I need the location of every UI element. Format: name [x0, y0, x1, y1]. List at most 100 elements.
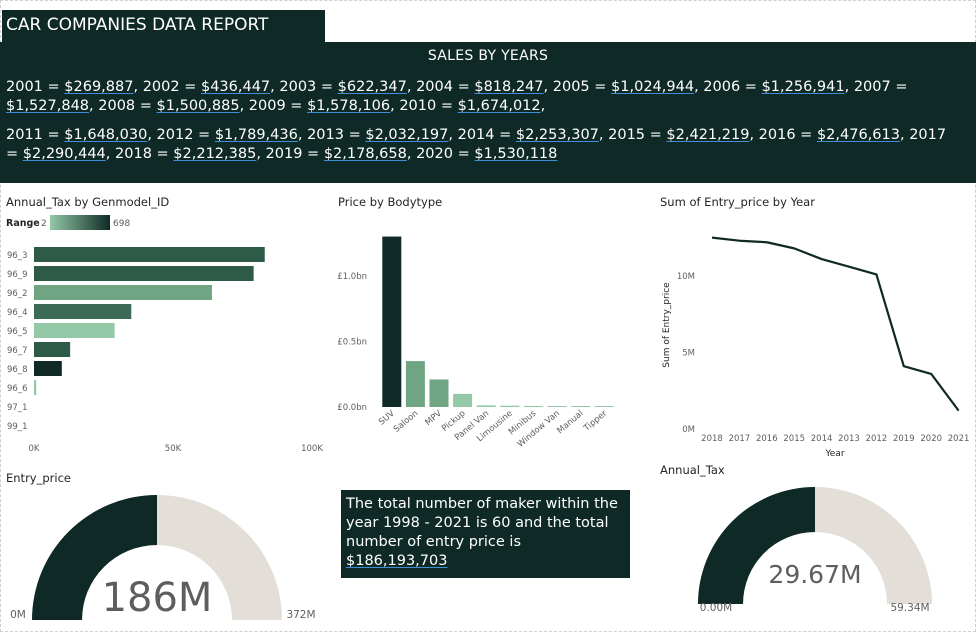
bar [34, 266, 254, 281]
bar [571, 406, 591, 407]
sales-year-label: 2009 = [248, 98, 308, 114]
sales-year-label: 2001 = [6, 79, 65, 95]
x-tick-label: 2019 [893, 434, 915, 444]
sales-year-value: $2,421,219 [666, 127, 750, 143]
legend-min-label: 2 [41, 219, 47, 229]
sales-year-value: $2,212,385 [173, 146, 257, 162]
sales-line-2: 2011 = $1,648,030, 2012 = $1,789,436, 20… [6, 126, 956, 164]
x-axis-title: Year [824, 449, 844, 459]
sales-year-value: $1,530,118 [474, 146, 558, 162]
sales-separator: , [543, 79, 553, 95]
sales-year-label: 2019 = [265, 146, 324, 162]
x-tick-label: 2017 [729, 434, 751, 444]
sales-year-value: $2,253,307 [515, 127, 599, 143]
bar [34, 323, 115, 338]
sales-year-label: 2003 = [279, 79, 338, 95]
bar [547, 406, 567, 407]
x-tick-label: 0K [29, 444, 40, 454]
sales-year-label: 2011 = [6, 127, 65, 143]
sales-year-value: $2,032,197 [365, 127, 449, 143]
summary-text: The total number of maker within the yea… [346, 496, 618, 550]
sales-year-label: 2018 = [115, 146, 174, 162]
sales-year-value: $1,500,885 [156, 98, 240, 114]
x-tick-label: 2016 [756, 434, 778, 444]
sales-year-value: $818,247 [474, 79, 544, 95]
sales-separator: , [105, 146, 116, 162]
legend-max-label: 698 [113, 219, 130, 229]
bar [34, 304, 132, 319]
x-tick-label: 50K [165, 444, 182, 454]
gauge-value-label: 186M [102, 575, 213, 621]
sales-separator: , [844, 79, 854, 95]
y-tick-label: 10M [677, 272, 695, 282]
sales-separator: , [749, 127, 759, 143]
y-tick-label: 5M [682, 348, 695, 358]
sales-year-value: $2,476,613 [816, 127, 900, 143]
annual-tax-gauge[interactable]: 29.67M 0.00M 59.34M [655, 476, 973, 626]
gauge-fill [698, 487, 815, 604]
sales-year-value: $436,447 [200, 79, 271, 95]
x-tick-label: 100K [301, 444, 323, 454]
sales-separator: , [406, 79, 417, 95]
y-tick-label: 96_3 [7, 251, 27, 261]
y-tick-label: 96_4 [7, 308, 27, 318]
y-tick-label: 99_1 [7, 422, 27, 432]
sales-separator: , [694, 79, 704, 95]
sales-separator: , [390, 98, 400, 114]
entry-year-chart[interactable]: 0M 5M 10M 2018 2017 2016 2015 2014 2013 2012 2019 2… [655, 210, 973, 460]
series-line [711, 236, 960, 412]
y-tick-label: 96_8 [7, 365, 27, 375]
sales-year-label: 2012 = [156, 127, 215, 143]
bar [34, 247, 265, 262]
sales-separator: , [406, 146, 417, 162]
gauge-max-label: 372M [286, 609, 315, 621]
y-tick-label: £0.5bn [337, 337, 367, 347]
x-tick-label: Saloon [392, 409, 420, 435]
sales-year-value: $2,178,658 [323, 146, 407, 162]
sales-separator: , [448, 127, 458, 143]
y-tick-label: 96_9 [7, 270, 27, 280]
sales-year-label: 2017 = [6, 127, 947, 162]
sales-separator: , [147, 127, 157, 143]
sales-year-label: 2002 = [142, 79, 201, 95]
x-tick-label: 2014 [811, 434, 833, 444]
entry-price-gauge[interactable]: 186M 0M 372M [0, 485, 330, 630]
y-tick-label: 96_2 [7, 289, 27, 299]
y-tick-label: £1.0bn [337, 272, 367, 282]
sales-by-years-panel: SALES BY YEARS 2001 = $269,887, 2002 = $… [0, 42, 976, 183]
bar [500, 405, 520, 407]
annual-tax-chart[interactable]: Range 2 698 96_3 96_9 96_2 96_4 96_5 96_7 96_8 96_… [0, 210, 330, 460]
y-tick-label: £0.0bn [337, 403, 367, 413]
sales-title: SALES BY YEARS [427, 48, 549, 64]
bar [476, 405, 496, 407]
sales-year-label: 2006 = [703, 79, 762, 95]
y-tick-label: 97_1 [7, 403, 27, 413]
bar [594, 406, 614, 407]
sales-year-label: 2005 = [552, 79, 612, 95]
sales-year-value: $1,648,030 [64, 127, 148, 143]
legend-range-label: Range [6, 218, 40, 229]
y-axis-title: Sum of Entry_price [662, 282, 672, 368]
sales-year-value: $269,887 [64, 79, 134, 95]
y-tick-label: 96_6 [7, 384, 27, 394]
sales-separator: , [133, 79, 143, 95]
x-tick-label: 2021 [948, 434, 970, 444]
gauge-min-label: 0M [10, 609, 26, 621]
bar [382, 236, 402, 407]
sales-year-value: $2,290,444 [22, 146, 106, 162]
report-title: CAR COMPANIES DATA REPORT [2, 10, 325, 42]
sales-line-1: 2001 = $269,887, 2002 = $436,447, 2003 =… [6, 78, 956, 116]
annual-tax-chart-title: Annual_Tax by Genmodel_ID [6, 195, 170, 209]
y-tick-label: 0M [682, 425, 695, 435]
summary-total-value: $186,193,703 [346, 553, 448, 569]
bar [523, 405, 543, 407]
sales-separator: , [598, 127, 609, 143]
sales-year-value: $1,789,436 [214, 127, 298, 143]
x-tick-label: 2015 [783, 434, 805, 444]
sales-year-value: $1,527,848 [6, 98, 90, 114]
bar [34, 285, 212, 300]
x-tick-label: 2013 [838, 434, 860, 444]
sales-year-label: 2008 = [98, 98, 157, 114]
